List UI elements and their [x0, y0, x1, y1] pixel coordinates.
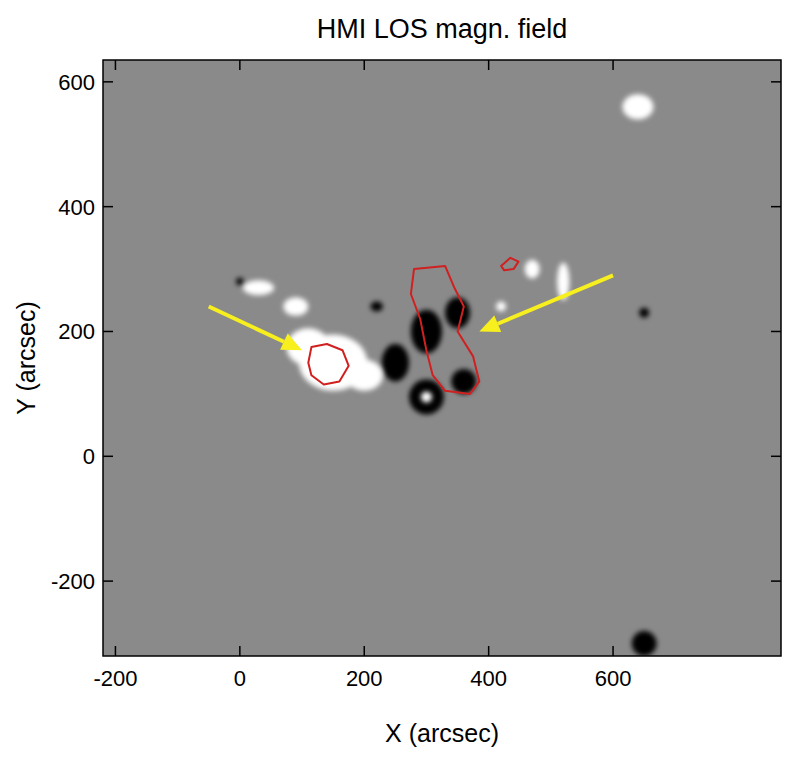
positive-patch [421, 391, 432, 402]
y-tick-right [771, 331, 781, 333]
negative-patch [370, 302, 382, 312]
contour [501, 258, 518, 271]
negative-patch-group [236, 278, 656, 656]
x-tick [363, 646, 365, 656]
y-tick-label: 200 [58, 319, 95, 344]
y-tick [103, 580, 113, 582]
x-tick-top [239, 60, 241, 70]
y-tick [103, 206, 113, 208]
y-tick-right [771, 206, 781, 208]
y-tick [103, 81, 113, 83]
x-tick [115, 646, 117, 656]
y-tick-label: 600 [58, 70, 95, 95]
chart: -200 0 200 400 600 -200 0 200 400 600 HMI LOS magn… [0, 0, 789, 766]
y-axis-title: Y (arcsec) [12, 301, 40, 414]
negative-patch [639, 308, 649, 318]
x-tick-label: 0 [234, 666, 246, 691]
arrow [479, 275, 613, 332]
negative-patch [632, 631, 657, 656]
positive-patch [283, 297, 308, 316]
x-tick [612, 646, 614, 656]
negative-patch [236, 278, 243, 285]
positive-patch-group [243, 94, 654, 402]
negative-patch [382, 344, 409, 381]
y-tick-label: -200 [51, 569, 95, 594]
x-tick-top [363, 60, 365, 70]
arrow-head [479, 315, 501, 332]
x-tick [488, 646, 490, 656]
y-tick-label: 400 [58, 195, 95, 220]
y-tick-right [771, 580, 781, 582]
negative-patch [409, 380, 444, 415]
plot-area [209, 94, 657, 656]
x-tick-label: 200 [346, 666, 383, 691]
contour [308, 344, 348, 385]
title: HMI LOS magn. field [317, 14, 568, 44]
positive-patch [525, 260, 540, 279]
arrow [209, 307, 302, 351]
contour [411, 266, 479, 394]
magnetogram-background [103, 60, 781, 656]
positive-patch [496, 302, 506, 312]
x-tick-label: 600 [595, 666, 632, 691]
x-tick-top [115, 60, 117, 70]
x-tick-label: 400 [470, 666, 507, 691]
arrow-shaft [498, 275, 613, 323]
positive-patch [622, 94, 653, 119]
positive-patch [243, 280, 274, 295]
y-tick [103, 456, 113, 458]
x-tick-top [488, 60, 490, 70]
arrow-head [280, 334, 302, 351]
negative-patch [445, 297, 470, 328]
arrow-shaft [209, 307, 284, 342]
x-tick [239, 646, 241, 656]
x-axis-title: X (arcsec) [385, 719, 499, 747]
y-tick-right [771, 456, 781, 458]
x-tick-top [612, 60, 614, 70]
x-tick-label: -200 [93, 666, 137, 691]
y-tick [103, 331, 113, 333]
plot-frame [103, 60, 781, 656]
y-tick-label: 0 [83, 444, 95, 469]
y-tick-right [771, 81, 781, 83]
positive-patch [346, 360, 383, 391]
